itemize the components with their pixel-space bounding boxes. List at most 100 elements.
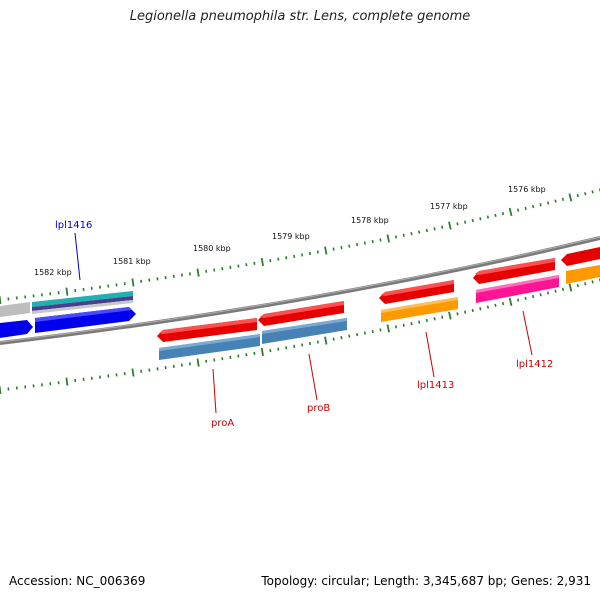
- scale-label-1577: 1577 kbp: [430, 202, 468, 211]
- tick-mark: [591, 280, 594, 284]
- tick-mark: [293, 344, 296, 348]
- tick-mark: [260, 257, 264, 267]
- gene-orange-right[interactable]: [566, 265, 600, 284]
- tick-mark: [524, 296, 527, 301]
- scale-label-1578: 1578 kbp: [351, 216, 389, 225]
- tick-mark: [363, 241, 366, 245]
- gene-proB-steelblue[interactable]: [262, 318, 347, 344]
- gene-lpl1416-gray[interactable]: [32, 300, 133, 314]
- tick-mark: [253, 261, 256, 265]
- tick-mark: [316, 250, 319, 254]
- tick-mark: [293, 254, 296, 258]
- tick-mark: [363, 331, 366, 335]
- tick-mark: [196, 358, 200, 367]
- tick-mark: [494, 303, 497, 308]
- tick-mark: [402, 233, 405, 237]
- tick-mark: [269, 258, 272, 263]
- tick-mark: [371, 239, 374, 244]
- tick-mark: [324, 246, 328, 255]
- tick-mark: [131, 278, 135, 287]
- tick-mark: [486, 215, 490, 219]
- tick-mark: [269, 348, 272, 353]
- label-lpl1413[interactable]: lpl1413: [417, 380, 454, 391]
- tick-mark: [394, 325, 398, 329]
- label-proA[interactable]: proA: [211, 418, 234, 429]
- tick-mark: [245, 263, 248, 267]
- tick-mark: [260, 347, 264, 357]
- leader-proA: [212, 368, 217, 414]
- gene-lpl1416-cyan[interactable]: [32, 291, 133, 307]
- leader-lpl1416: [74, 232, 81, 281]
- tick-mark: [486, 305, 490, 309]
- tick-mark: [418, 320, 421, 324]
- gene-lpl1416-purple[interactable]: [32, 296, 133, 311]
- tick-mark: [546, 291, 550, 295]
- inner-tick-ring: [0, 278, 600, 395]
- tick-mark: [356, 242, 359, 247]
- tick-mark: [308, 251, 312, 256]
- tick-mark: [379, 328, 382, 332]
- gene-red-right[interactable]: [561, 247, 600, 266]
- tick-mark: [301, 253, 304, 257]
- tick-mark: [516, 208, 520, 212]
- tick-mark: [131, 368, 135, 377]
- gene-lpl1412-magenta[interactable]: [476, 275, 559, 303]
- tick-mark: [340, 335, 343, 340]
- forward-strand-features: [0, 247, 600, 342]
- tick-mark: [340, 245, 343, 250]
- leader-proB: [308, 353, 318, 401]
- gene-lpl1412-magenta-shine: [476, 275, 559, 293]
- tick-mark: [65, 287, 69, 296]
- tick-mark: [348, 334, 351, 338]
- accession-text: Accession: NC_006369: [9, 574, 146, 588]
- label-proB[interactable]: proB: [307, 403, 330, 414]
- tick-mark: [410, 322, 413, 326]
- tick-mark: [471, 218, 474, 223]
- scale-label-1581: 1581 kbp: [113, 257, 151, 266]
- tick-mark: [501, 211, 505, 216]
- leader-lpl1413: [425, 331, 435, 378]
- tick-mark: [425, 318, 428, 323]
- tick-mark: [418, 230, 421, 234]
- tick-mark: [508, 297, 513, 306]
- tick-mark: [554, 199, 557, 203]
- tick-mark: [508, 207, 513, 216]
- reverse-strand-features: [0, 265, 600, 360]
- tick-mark: [386, 234, 390, 243]
- tick-mark: [501, 301, 505, 306]
- gene-blue-left[interactable]: [0, 320, 33, 338]
- gene-lpl1413-red-shine: [381, 280, 454, 296]
- tick-mark: [394, 235, 398, 239]
- genome-backbone: [0, 236, 600, 345]
- tick-mark: [546, 201, 550, 205]
- tick-mark: [308, 341, 312, 346]
- tick-mark: [464, 310, 467, 314]
- tick-mark: [568, 283, 573, 292]
- tick-mark: [386, 324, 390, 333]
- scale-label-1579: 1579 kbp: [272, 232, 310, 241]
- tick-mark: [494, 213, 497, 218]
- tick-mark: [433, 317, 436, 321]
- gene-blue-large[interactable]: [35, 307, 136, 333]
- scale-label-1582: 1582 kbp: [34, 268, 72, 277]
- tick-mark: [516, 298, 520, 302]
- tick-mark: [285, 346, 288, 350]
- tick-mark: [524, 206, 527, 211]
- map-title: Legionella pneumophila str. Lens, comple…: [129, 9, 471, 24]
- tick-mark: [324, 336, 328, 345]
- gene-proB-steelblue-shine: [262, 318, 347, 334]
- tick-mark: [539, 293, 542, 297]
- tick-mark: [356, 332, 359, 337]
- tick-mark: [332, 337, 335, 341]
- gene-gray-left[interactable]: [0, 302, 30, 317]
- tick-mark: [277, 347, 280, 351]
- tick-mark: [456, 312, 459, 316]
- tick-mark: [433, 227, 436, 231]
- tick-mark: [576, 193, 579, 198]
- outer-tick-ring: [0, 188, 600, 305]
- label-lpl1412[interactable]: lpl1412: [516, 359, 553, 370]
- tick-mark: [65, 377, 69, 386]
- leader-lpl1412: [522, 310, 533, 356]
- label-lpl1416[interactable]: lpl1416: [55, 220, 92, 231]
